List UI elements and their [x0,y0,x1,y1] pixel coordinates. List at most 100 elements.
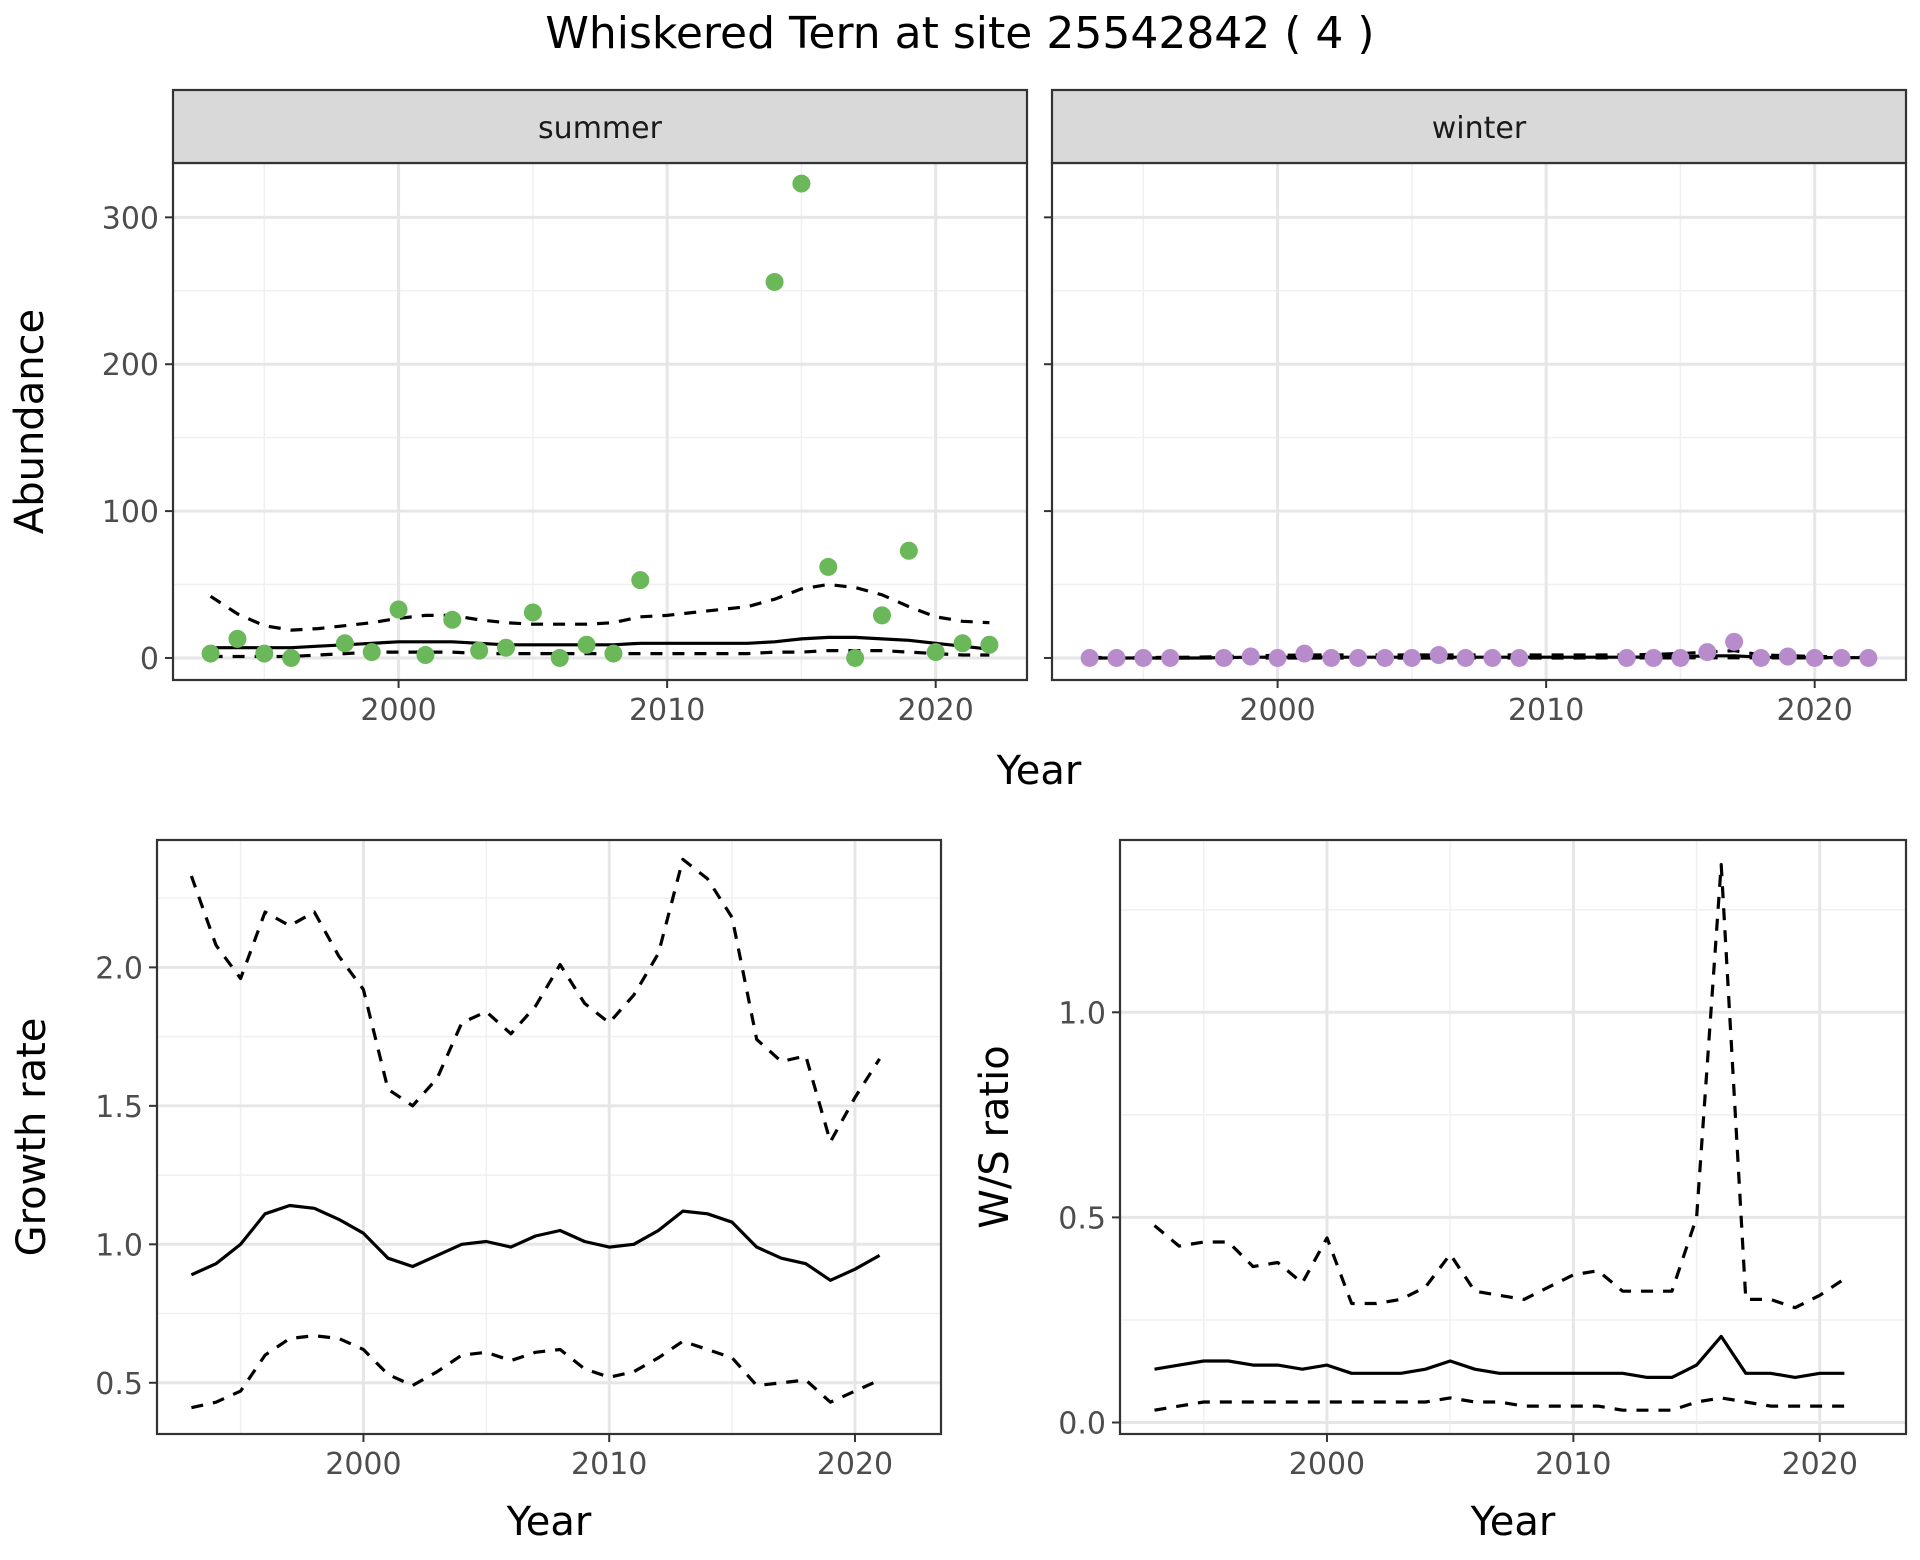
facet-strip [171,88,1029,165]
page-title: Whiskered Tern at site 25542842 ( 4 ) [545,8,1375,59]
data-point [1214,648,1233,667]
x-tick-label: 2010 [1508,693,1584,728]
data-point [1161,648,1180,667]
y-tick-label: 300 [102,201,159,236]
y-tick-label: 1.5 [95,1090,143,1125]
data-point [792,174,811,193]
data-point [846,648,865,667]
data-point [899,541,918,560]
data-point [1778,647,1797,666]
y-tick-label: 1.0 [95,1228,143,1263]
data-point [1671,648,1690,667]
data-point [1725,632,1744,651]
data-point [1698,643,1717,662]
x-tick-label: 2000 [360,693,436,728]
data-point [1832,648,1851,667]
data-point [953,634,972,653]
data-point [443,610,462,629]
data-point [1107,648,1126,667]
data-point [765,272,784,291]
data-point [1080,648,1099,667]
data-point [470,641,489,660]
x-tick-label: 2010 [571,1447,647,1482]
x-tick-label: 2020 [1777,693,1853,728]
data-point [1483,648,1502,667]
data-point [1322,648,1341,667]
data-point [1402,648,1421,667]
data-point [1268,648,1287,667]
x-tick-label: 2010 [1535,1447,1611,1482]
panel-border [1118,838,1908,1436]
strip-label: summer [538,111,663,146]
data-point [282,648,301,667]
dashed-line-1 [189,857,881,1144]
y-axis-title: Abundance [7,309,53,534]
panel-summer: summer 2000 2010 2020 0 100 200 300 Abundance [7,88,1029,728]
data-point [1241,647,1260,666]
solid-line-0 [1154,1334,1845,1379]
plot-background [1052,163,1906,680]
dashed-line-1 [1153,863,1846,1310]
solid-line-0 [190,1203,881,1282]
y-tick-label: 2.0 [95,951,143,986]
data-point [926,643,945,662]
data-point [1349,648,1368,667]
strip-label: winter [1432,111,1527,146]
data-point [255,644,274,663]
plot-background [157,840,941,1434]
data-point [1456,648,1475,667]
y-tick-label: 0 [140,642,159,677]
data-point [631,571,650,590]
data-point [362,643,381,662]
data-point [1295,644,1314,663]
y-tick-label: 200 [102,348,159,383]
data-point [416,646,435,665]
data-point [228,629,247,648]
dashed-line-2 [1154,1396,1845,1412]
y-axis-title: Growth rate [9,1018,55,1257]
y-tick-label: 0.5 [95,1367,143,1402]
data-point [1751,648,1770,667]
panel-winter: winter 2000 2010 2020 [1044,88,1908,728]
x-tick-label: 2020 [898,693,974,728]
x-tick-label: 2000 [1289,1447,1365,1482]
data-point [1617,648,1636,667]
panel-ratio: 2000 2010 2020 0.0 0.5 1.0 W/S ratio Year [972,838,1908,1545]
data-point [604,644,623,663]
y-axis-title: W/S ratio [972,1045,1018,1228]
data-point [389,600,408,619]
x-tick-label: 2020 [1782,1447,1858,1482]
data-point [550,648,569,667]
y-tick-label: 1.0 [1058,996,1106,1031]
data-point [819,557,838,576]
panel-growth: 2000 2010 2020 0.5 1.0 1.5 2.0 Growth rate Year [9,838,943,1545]
panel-border [155,838,943,1436]
data-point [335,634,354,653]
data-point [523,603,542,622]
data-point [1376,648,1395,667]
data-point [1805,648,1824,667]
y-tick-label: 0.0 [1058,1407,1106,1442]
data-point [980,635,999,654]
x-tick-label: 2020 [817,1447,893,1482]
y-tick-label: 0.5 [1058,1201,1106,1236]
x-tick-label: 2000 [325,1447,401,1482]
data-point [872,606,891,625]
x-axis-title: Year [1470,1499,1556,1545]
data-point [201,644,220,663]
facet-strip [1050,88,1908,165]
x-axis-title: Year [506,1499,592,1545]
x-tick-label: 2000 [1239,693,1315,728]
dashed-line-1 [209,582,990,632]
data-point [1134,648,1153,667]
x-tick-label: 2010 [629,693,705,728]
plot-background [1120,840,1906,1434]
y-tick-label: 100 [102,495,159,530]
x-axis-title-facets: Year [996,748,1082,794]
data-point [1644,648,1663,667]
data-point [1859,648,1878,667]
data-point [1429,646,1448,665]
data-point [1510,648,1529,667]
plot-background [173,163,1027,680]
